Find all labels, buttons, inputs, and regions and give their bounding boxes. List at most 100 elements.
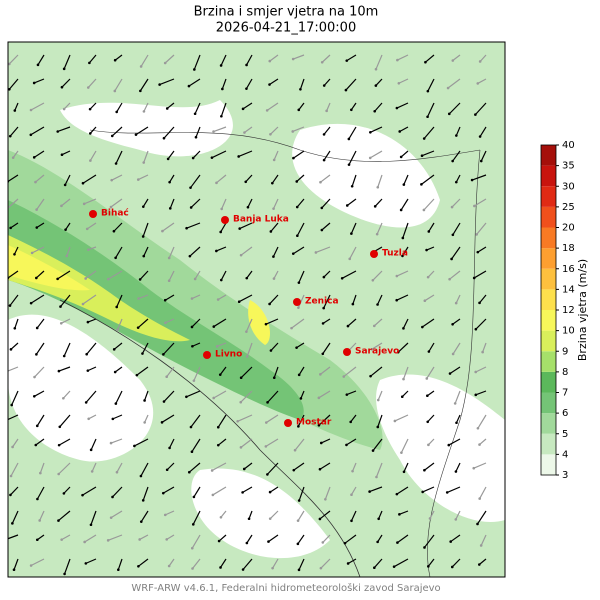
title: Brzina i smjer vjetra na 10m <box>194 5 379 20</box>
wind-arrow <box>377 294 383 305</box>
wind-arrow <box>111 126 123 137</box>
wind-arrow <box>115 150 123 164</box>
wind-band <box>8 150 383 450</box>
wind-arrow <box>33 78 45 84</box>
wind-arrow <box>447 78 461 89</box>
wind-arrow <box>396 102 409 109</box>
wind-arrow-head <box>297 568 301 572</box>
wind-arrow-head <box>34 180 37 184</box>
wind-arrow-head <box>160 421 164 424</box>
colorbar-cell <box>541 351 556 372</box>
wind-arrow <box>8 174 19 183</box>
wind-arrow-head <box>368 490 371 493</box>
wind-arrow-head <box>84 277 87 280</box>
wind-arrow-head <box>62 396 65 400</box>
wind-arrow-head <box>478 135 482 138</box>
wind-arrow <box>394 414 409 422</box>
wind-arrow-head <box>163 298 167 302</box>
calm-area <box>292 123 440 228</box>
wind-arrow <box>87 78 97 88</box>
wind-arrow <box>428 222 435 232</box>
wind-arrow <box>323 294 331 309</box>
wind-arrow <box>377 534 383 543</box>
wind-arrow <box>477 246 487 253</box>
wind-arrow <box>322 342 331 355</box>
wind-arrow-head <box>11 156 15 159</box>
wind-arrow-head <box>11 445 14 449</box>
wind-arrow-head <box>168 446 171 450</box>
wind-arrow-head <box>451 322 454 326</box>
wind-arrow <box>452 222 461 236</box>
wind-arrow <box>345 78 357 91</box>
wind-arrow-head <box>143 399 146 402</box>
wind-arrow <box>190 414 201 428</box>
wind-arrow-head <box>162 353 165 356</box>
wind-arrow-head <box>317 396 321 400</box>
wind-arrow-head <box>237 300 241 303</box>
colorbar-tick-label: 14 <box>562 284 575 295</box>
wind-arrow <box>242 486 253 493</box>
wind-arrow-head <box>5 208 8 211</box>
wind-arrow <box>36 534 45 541</box>
wind-arrow-head <box>167 256 171 260</box>
wind-arrow-head <box>89 448 93 452</box>
wind-arrow <box>451 558 461 568</box>
wind-arrow <box>471 174 487 181</box>
wind-arrow <box>188 462 201 473</box>
wind-arrow-head <box>13 252 16 256</box>
calm-area <box>376 374 505 522</box>
wind-arrow-head <box>239 376 243 380</box>
wind-arrow-head <box>470 178 474 182</box>
wind-arrow-head <box>269 349 273 352</box>
wind-arrow <box>352 462 357 472</box>
wind-arrow <box>59 414 71 428</box>
wind-arrow <box>14 102 19 111</box>
wind-arrow <box>192 150 201 159</box>
wind-arrow-head <box>219 64 223 67</box>
wind-arrow <box>11 510 19 524</box>
wind-arrow <box>402 318 409 329</box>
wind-arrow-head <box>372 324 376 328</box>
wind-arrow-head <box>349 420 352 424</box>
wind-arrow <box>293 150 305 159</box>
colorbar-tick-label: 4 <box>562 449 568 460</box>
wind-arrow <box>164 54 175 64</box>
wind-arrow <box>369 150 383 159</box>
wind-arrow-head <box>371 449 375 452</box>
wind-arrow-head <box>264 421 268 424</box>
wind-arrow <box>35 438 45 446</box>
wind-arrow-head <box>299 87 302 91</box>
wind-arrow <box>138 174 149 181</box>
wind-arrow-head <box>369 374 372 378</box>
wind-arrow-head <box>392 565 396 568</box>
wind-arrow-head <box>189 206 193 209</box>
wind-arrow-head <box>142 110 146 113</box>
wind-arrow-head <box>133 444 136 448</box>
wind-arrow-head <box>191 156 195 160</box>
wind-arrow-head <box>401 236 405 240</box>
wind-arrow <box>166 462 175 471</box>
calm-area <box>8 314 154 462</box>
wind-arrow <box>319 366 331 375</box>
wind-arrow-head <box>9 493 12 497</box>
wind-arrow <box>427 270 435 278</box>
wind-arrow-head <box>192 379 196 382</box>
wind-arrow <box>448 102 461 115</box>
wind-arrow <box>213 318 227 328</box>
wind-arrow-head <box>451 159 454 163</box>
colorbar-tick-label: 20 <box>562 223 575 234</box>
wind-arrow-head <box>400 395 404 399</box>
wind-arrow-head <box>345 204 349 207</box>
wind-arrow <box>297 534 305 545</box>
wind-arrow <box>479 54 487 62</box>
wind-arrow-head <box>371 278 375 282</box>
wind-arrow <box>86 342 97 355</box>
wind-arrow <box>169 174 175 183</box>
wind-arrow <box>350 414 357 423</box>
wind-arrow <box>298 486 305 501</box>
wind-arrow-head <box>476 250 480 254</box>
wind-arrow-head <box>245 87 248 90</box>
colorbar-tick-label: 7 <box>562 388 568 399</box>
wind-arrow-head <box>290 326 293 330</box>
wind-arrow-head <box>293 448 297 452</box>
